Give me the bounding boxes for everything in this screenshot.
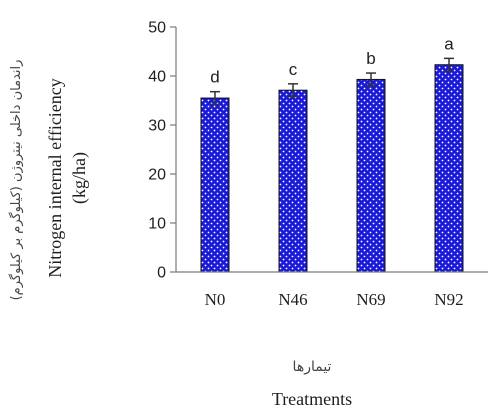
y-ticks-group: 0 10 20 30 40 50 [148,20,176,282]
bar-n0 [200,97,230,273]
x-ticks-group: N0 N46 N69 N92 [205,290,464,309]
x-tick-label-n69: N69 [356,290,385,309]
bars-group [200,64,464,273]
y-axis-label-persian: (راندمان داخلی نیتروژن (کیلوگرم بر کیلوگ… [8,60,24,301]
x-tick-label-n0: N0 [205,290,226,309]
significance-letter-n46: c [289,60,298,79]
x-tick-label-n92: N92 [434,290,463,309]
x-axis-label-persian: تیمارها [293,359,332,375]
axes-group [175,27,488,273]
y-axis-label: Nitrogen internal efficiency [45,78,65,278]
significance-letter-n92: a [444,34,454,53]
error-bars-group [210,57,454,106]
bar-n69 [356,78,386,273]
y-tick-label-30: 30 [148,118,166,135]
x-tick-label-n46: N46 [278,290,307,309]
y-axis-unit-label: (kg/ha) [69,152,90,204]
significance-letter-n69: b [366,49,375,68]
y-tick-label-40: 40 [148,69,166,86]
bar-n46 [278,89,308,273]
x-axis-label: Treatments [272,389,352,409]
significance-letters-group: d c b a [210,34,454,86]
y-tick-label-0: 0 [157,265,166,282]
y-tick-label-20: 20 [148,167,166,184]
significance-letter-n0: d [210,68,219,87]
y-tick-label-50: 50 [148,20,166,37]
bar-n92 [434,64,464,273]
y-tick-label-10: 10 [148,216,166,233]
